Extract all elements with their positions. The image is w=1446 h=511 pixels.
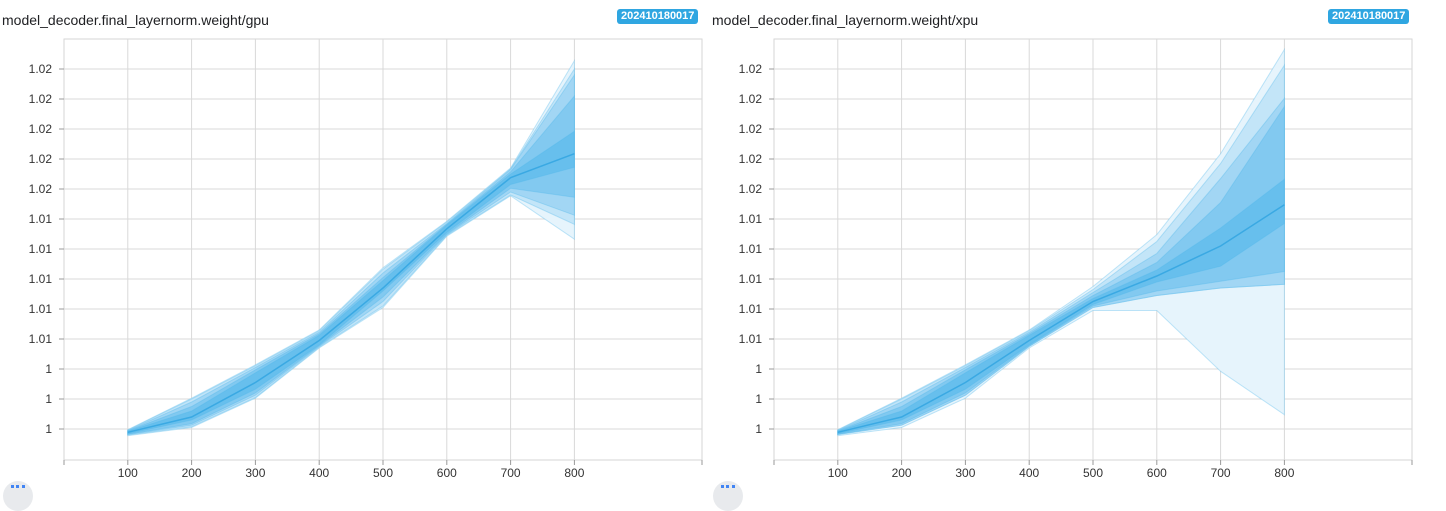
y-tick-label: 1 [755, 392, 762, 406]
distribution-band [127, 94, 575, 435]
median-line [837, 204, 1285, 434]
y-tick-label: 1.02 [29, 152, 53, 166]
x-tick-label: 100 [118, 466, 138, 480]
y-tick-label: 1.02 [29, 62, 53, 76]
run-tag-badge: 202410180017 [617, 9, 699, 24]
distribution-band [127, 130, 575, 435]
y-tick-label: 1 [755, 422, 762, 436]
chart-panel-gpu: model_decoder.final_layernorm.weight/gpu… [0, 0, 705, 511]
y-tick-label: 1.01 [739, 242, 763, 256]
distribution-band [127, 58, 575, 437]
x-tick-label: 300 [245, 466, 265, 480]
expand-chart-button[interactable] [713, 481, 743, 511]
x-tick-label: 100 [828, 466, 848, 480]
y-tick-label: 1.02 [739, 182, 763, 196]
y-tick-label: 1.01 [739, 212, 763, 226]
y-tick-label: 1 [45, 392, 52, 406]
y-tick-label: 1.01 [29, 302, 53, 316]
y-tick-label: 1.02 [29, 92, 53, 106]
histogram-chart[interactable]: 1 1 1 1.01 1.01 1.01 1.01 1.01 1.02 1.02 1.02 1.02 1… [710, 0, 1415, 492]
x-tick-label: 400 [309, 466, 329, 480]
histogram-chart[interactable]: 1 1 1 1.01 1.01 1.01 1.01 1.01 1.02 1.02 1.02 1.02 1… [0, 0, 705, 492]
x-tick-label: 400 [1019, 466, 1039, 480]
x-tick-label: 500 [373, 466, 393, 480]
x-tick-label: 700 [1211, 466, 1231, 480]
y-tick-label: 1 [45, 422, 52, 436]
y-tick-label: 1.02 [739, 62, 763, 76]
y-tick-label: 1.01 [739, 332, 763, 346]
x-tick-label: 600 [437, 466, 457, 480]
y-tick-label: 1 [755, 362, 762, 376]
expand-chart-button[interactable] [3, 481, 33, 511]
y-tick-label: 1.01 [739, 302, 763, 316]
y-tick-label: 1.01 [739, 272, 763, 286]
y-tick-label: 1.01 [29, 242, 53, 256]
y-tick-label: 1.02 [29, 182, 53, 196]
distribution-band [837, 178, 1285, 435]
median-line [127, 152, 575, 434]
x-tick-label: 600 [1147, 466, 1167, 480]
distribution-band [127, 73, 575, 436]
distribution-band [127, 67, 575, 436]
x-tick-label: 200 [182, 466, 202, 480]
y-tick-label: 1.01 [29, 212, 53, 226]
x-tick-label: 300 [955, 466, 975, 480]
y-tick-label: 1.02 [739, 92, 763, 106]
y-tick-label: 1 [45, 362, 52, 376]
x-tick-label: 500 [1083, 466, 1103, 480]
x-tick-label: 200 [892, 466, 912, 480]
dots-icon [11, 485, 25, 494]
x-tick-label: 800 [1274, 466, 1294, 480]
y-tick-label: 1.01 [29, 272, 53, 286]
y-tick-label: 1.02 [739, 122, 763, 136]
distribution-band [837, 104, 1285, 435]
x-tick-label: 800 [564, 466, 584, 480]
y-tick-label: 1.02 [739, 152, 763, 166]
x-tick-label: 700 [501, 466, 521, 480]
y-tick-label: 1.02 [29, 122, 53, 136]
dots-icon [721, 485, 735, 494]
chart-panel-xpu: model_decoder.final_layernorm.weight/xpu… [710, 0, 1415, 511]
y-tick-label: 1.01 [29, 332, 53, 346]
chart-title: model_decoder.final_layernorm.weight/gpu [2, 12, 269, 28]
run-tag-badge: 202410180017 [1328, 9, 1410, 24]
chart-title: model_decoder.final_layernorm.weight/xpu [712, 12, 979, 28]
